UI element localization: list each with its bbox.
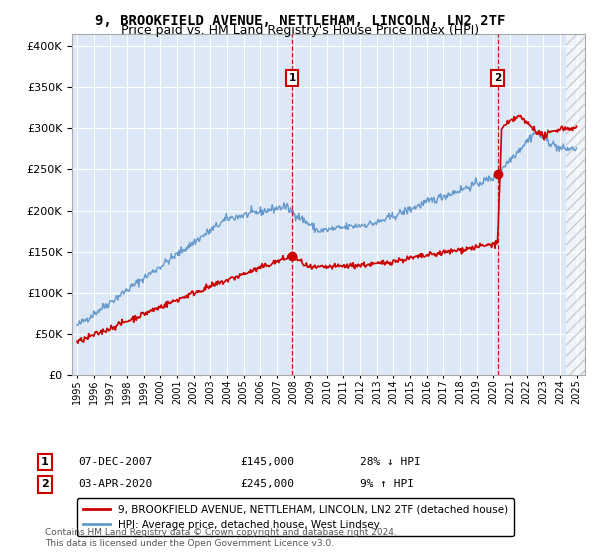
Text: £245,000: £245,000 — [240, 479, 294, 489]
Text: 07-DEC-2007: 07-DEC-2007 — [78, 457, 152, 467]
Text: 28% ↓ HPI: 28% ↓ HPI — [360, 457, 421, 467]
Bar — [566, 34, 585, 375]
Text: 9% ↑ HPI: 9% ↑ HPI — [360, 479, 414, 489]
Text: Price paid vs. HM Land Registry's House Price Index (HPI): Price paid vs. HM Land Registry's House … — [121, 24, 479, 37]
Text: Contains HM Land Registry data © Crown copyright and database right 2024.
This d: Contains HM Land Registry data © Crown c… — [45, 528, 397, 548]
Text: 2: 2 — [41, 479, 49, 489]
Text: 03-APR-2020: 03-APR-2020 — [78, 479, 152, 489]
Text: 9, BROOKFIELD AVENUE, NETTLEHAM, LINCOLN, LN2 2TF: 9, BROOKFIELD AVENUE, NETTLEHAM, LINCOLN… — [95, 14, 505, 28]
Text: 1: 1 — [289, 73, 296, 83]
Text: £145,000: £145,000 — [240, 457, 294, 467]
Text: 1: 1 — [41, 457, 49, 467]
Legend: 9, BROOKFIELD AVENUE, NETTLEHAM, LINCOLN, LN2 2TF (detached house), HPI: Average: 9, BROOKFIELD AVENUE, NETTLEHAM, LINCOLN… — [77, 498, 514, 536]
Text: 2: 2 — [494, 73, 501, 83]
